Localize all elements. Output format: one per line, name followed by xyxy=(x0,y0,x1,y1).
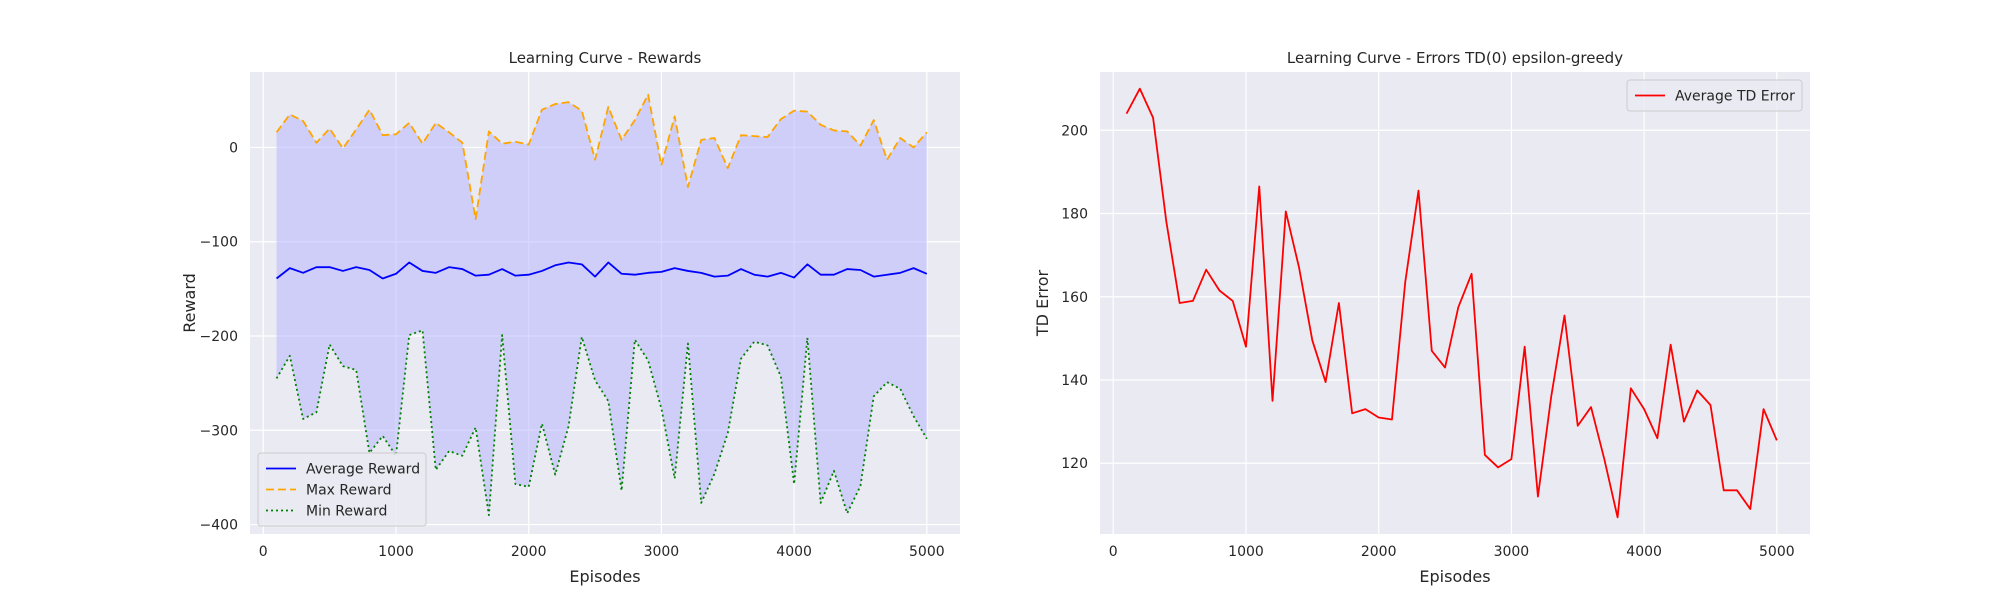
rewards-legend-label: Min Reward xyxy=(306,504,387,520)
td-error-y-tick-label: 180 xyxy=(1061,207,1088,223)
td-error-y-tick-label: 140 xyxy=(1061,373,1088,389)
td-error-x-tick-label: 4000 xyxy=(1626,544,1662,560)
rewards-fill-area xyxy=(276,94,927,516)
rewards-x-tick-label: 0 xyxy=(259,544,268,560)
max-reward-line xyxy=(275,93,928,220)
td-error-chart: 0 1000 2000 3000 4000 5000 120 140 160 180 200 Le… xyxy=(1033,49,1810,586)
rewards-x-ticks: 0 1000 2000 3000 4000 5000 xyxy=(259,544,945,560)
rewards-x-tick-label: 4000 xyxy=(776,544,812,560)
td-error-x-tick-label: 2000 xyxy=(1361,544,1397,560)
td-error-x-axis-label: Episodes xyxy=(1419,567,1490,586)
rewards-y-tick-label: −200 xyxy=(200,329,238,345)
td-error-legend-label: Average TD Error xyxy=(1675,89,1795,105)
rewards-chart-title: Learning Curve - Rewards xyxy=(509,49,702,67)
rewards-x-tick-label: 5000 xyxy=(909,544,945,560)
rewards-x-axis-label: Episodes xyxy=(569,567,640,586)
td-error-x-tick-label: 1000 xyxy=(1228,544,1264,560)
rewards-x-tick-label: 2000 xyxy=(511,544,547,560)
td-error-x-ticks: 0 1000 2000 3000 4000 5000 xyxy=(1109,544,1795,560)
rewards-legend-label: Average Reward xyxy=(306,462,420,478)
td-error-legend-box xyxy=(1626,79,1803,112)
average-reward-line xyxy=(275,261,928,280)
td-error-x-tick-label: 5000 xyxy=(1759,544,1795,560)
td-error-plot-area xyxy=(1100,72,1810,534)
rewards-x-tick-label: 1000 xyxy=(378,544,414,560)
td-error-legend: Average TD Error xyxy=(1626,79,1803,112)
rewards-y-axis-label: Reward xyxy=(180,273,199,333)
td-error-y-tick-label: 200 xyxy=(1061,123,1088,139)
rewards-y-tick-label: −100 xyxy=(200,235,238,251)
rewards-y-tick-label: −400 xyxy=(200,518,238,534)
td-error-y-ticks: 120 140 160 180 200 xyxy=(1061,123,1088,472)
min-reward-line xyxy=(275,329,928,517)
td-error-y-tick-label: 160 xyxy=(1061,290,1088,306)
td-error-lines xyxy=(1125,87,1778,519)
rewards-legend: Average Reward Max Reward Min Reward xyxy=(257,452,427,527)
td-error-chart-title: Learning Curve - Errors TD(0) epsilon-gr… xyxy=(1287,49,1623,67)
td-error-x-tick-label: 0 xyxy=(1109,544,1118,560)
td-error-x-tick-label: 3000 xyxy=(1494,544,1530,560)
average-td-error-line xyxy=(1125,87,1778,519)
rewards-legend-label: Max Reward xyxy=(306,483,392,499)
rewards-chart: 0 1000 2000 3000 4000 5000 −400 −300 −200 −100 0 … xyxy=(180,49,960,586)
rewards-y-tick-label: 0 xyxy=(229,140,238,156)
td-error-y-axis-label: TD Error xyxy=(1033,269,1052,337)
rewards-lines xyxy=(275,93,928,517)
td-error-y-tick-label: 120 xyxy=(1061,456,1088,472)
rewards-x-tick-label: 3000 xyxy=(644,544,680,560)
rewards-min-max-band xyxy=(276,94,927,516)
rewards-y-tick-label: −300 xyxy=(200,423,238,439)
rewards-legend-box xyxy=(257,452,427,527)
rewards-y-ticks: −400 −300 −200 −100 0 xyxy=(200,140,238,533)
